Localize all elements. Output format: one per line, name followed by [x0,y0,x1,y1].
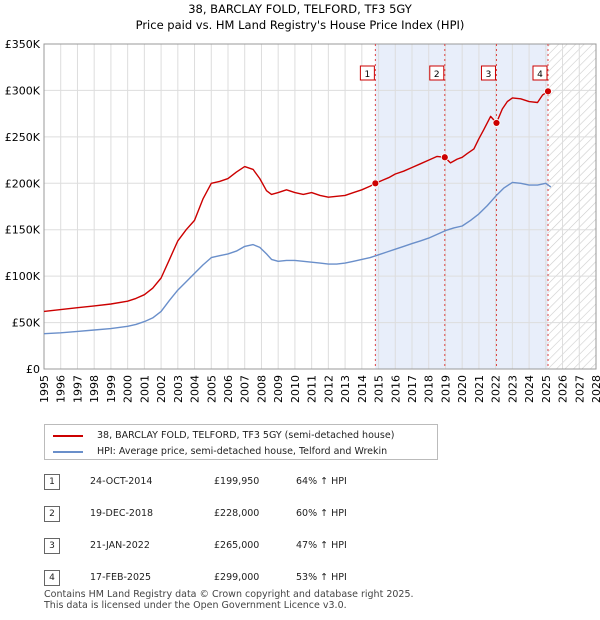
sale-date: 19-DEC-2018 [90,508,154,519]
x-tick-label: 2001 [138,375,151,403]
sale-marker-box [480,65,496,81]
x-tick-label: 2028 [590,375,600,403]
sale-price: £265,000 [214,540,260,551]
legend-label-property: 38, BARCLAY FOLD, TELFORD, TF3 5GY (semi… [97,430,395,441]
sale-marker-box [429,65,445,81]
x-tick-label: 2020 [456,375,469,403]
hpi-line [43,181,552,335]
footer-attribution: Contains HM Land Registry data © Crown c… [44,589,414,611]
x-tick-label: 2019 [439,375,452,403]
y-tick-label: £250K [5,131,41,144]
legend-label-hpi: HPI: Average price, semi-detached house,… [97,446,388,457]
y-tick-label: £300K [5,84,41,97]
x-tick-label: 2023 [506,375,519,403]
footer-line-2: This data is licensed under the Open Gov… [44,600,347,611]
x-tick-label: 2013 [339,375,352,403]
sale-marker-label: 3 [44,538,60,554]
x-tick-label: 2025 [540,375,553,403]
sale-row-3: 3 21-JAN-2022 £265,000 47% ↑ HPI [44,538,464,556]
property-price-line [43,90,549,313]
sale-point [492,119,501,127]
sale-marker-number: 4 [537,70,543,80]
sale-price: £299,000 [214,572,260,583]
x-tick-label: 2026 [557,375,570,403]
x-tick-label: 2022 [490,375,503,403]
x-tick-label: 2008 [255,375,268,403]
x-tick-label: 1999 [105,375,118,403]
x-tick-label: 2017 [406,375,419,403]
x-tick-label: 2018 [423,375,436,403]
x-tick-label: 2011 [306,375,319,403]
x-tick-label: 2027 [573,375,586,403]
x-tick-label: 2003 [172,375,185,403]
sale-hpi-change: 60% ↑ HPI [296,508,347,519]
y-tick-label: £150K [5,224,41,237]
x-tick-label: 2010 [289,375,302,403]
x-tick-label: 2024 [523,375,536,403]
sale-price: £199,950 [214,476,260,487]
sale-hpi-change: 47% ↑ HPI [296,540,347,551]
sale-date: 17-FEB-2025 [90,572,152,583]
x-tick-label: 1998 [88,375,101,403]
sale-marker-box [532,65,548,81]
x-tick-label: 2012 [322,375,335,403]
x-tick-label: 2014 [356,375,369,403]
sale-date: 21-JAN-2022 [90,540,150,551]
y-tick-label: £350K [5,38,41,51]
sale-marker-number: 2 [434,70,440,80]
sale-marker-label: 2 [44,506,60,522]
x-tick-label: 2016 [389,375,402,403]
x-tick-label: 1995 [38,375,51,403]
x-tick-label: 2007 [239,375,252,403]
sale-marker-label: 1 [44,474,60,490]
sale-date: 24-OCT-2014 [90,476,153,487]
sale-hpi-change: 64% ↑ HPI [296,476,347,487]
y-tick-label: £200K [5,177,41,190]
sale-row-1: 1 24-OCT-2014 £199,950 64% ↑ HPI [44,474,464,492]
y-tick-label: £50K [12,317,41,330]
x-tick-label: 2009 [272,375,285,403]
sale-row-2: 2 19-DEC-2018 £228,000 60% ↑ HPI [44,506,464,524]
sale-marker-number: 3 [486,70,492,80]
plot-border [43,43,597,370]
y-tick-label: £0 [26,363,40,376]
x-tick-label: 2021 [473,375,486,403]
footer-line-1: Contains HM Land Registry data © Crown c… [44,589,414,600]
owned-period-shading [375,44,548,369]
x-tick-label: 2006 [222,375,235,403]
chart-subtitle: Price paid vs. HM Land Registry's House … [136,18,465,32]
sale-point [440,153,449,162]
sale-marker-label: 4 [44,570,60,586]
sale-row-4: 4 17-FEB-2025 £299,000 53% ↑ HPI [44,570,464,588]
x-tick-label: 2002 [155,375,168,403]
future-hatch [547,44,596,369]
sale-point [544,87,552,96]
x-tick-label: 2000 [122,375,135,403]
x-tick-label: 2015 [373,375,386,403]
x-tick-label: 2005 [205,375,218,403]
x-tick-label: 1997 [71,375,84,403]
x-tick-label: 2004 [189,375,202,403]
y-tick-label: £100K [5,270,41,283]
legend-swatch-hpi [53,451,83,453]
chart-legend: 38, BARCLAY FOLD, TELFORD, TF3 5GY (semi… [44,424,438,460]
sale-hpi-change: 53% ↑ HPI [296,572,347,583]
sale-marker-number: 1 [365,70,371,80]
price-chart: 38, BARCLAY FOLD, TELFORD, TF3 5GY Price… [5,2,600,403]
sale-point [371,179,380,188]
legend-swatch-property [53,435,83,437]
chart-title: 38, BARCLAY FOLD, TELFORD, TF3 5GY [188,2,413,16]
sale-price: £228,000 [214,508,260,519]
sale-marker-box [359,65,375,81]
x-tick-label: 1996 [55,375,68,403]
